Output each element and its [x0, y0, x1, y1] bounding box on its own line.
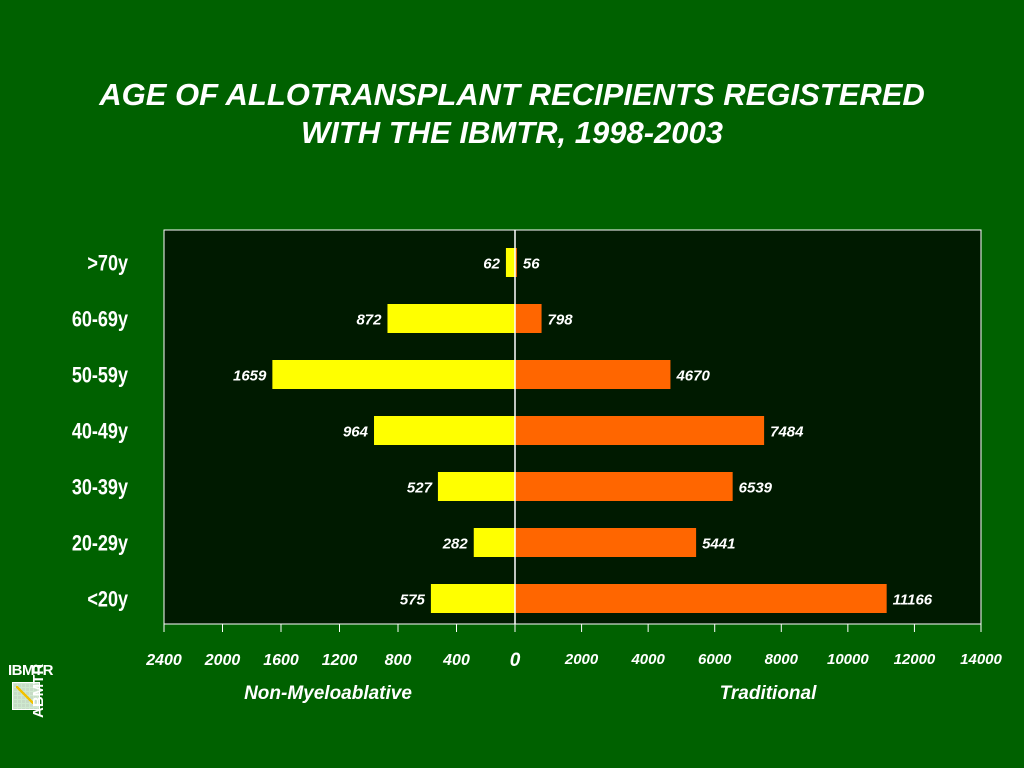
left-axis-tick-label: 400 [442, 652, 470, 669]
bar-traditional [515, 248, 517, 277]
chart-title-line-1: AGE OF ALLOTRANSPLANT RECIPIENTS REGISTE… [99, 77, 925, 112]
bar-label-non-myeloablative: 62 [483, 256, 500, 273]
bar-label-non-myeloablative: 527 [407, 480, 433, 497]
bar-label-non-myeloablative: 282 [442, 536, 469, 553]
bar-traditional [515, 304, 542, 333]
bar-traditional [515, 472, 733, 501]
right-axis-tick-label: 4000 [630, 651, 665, 668]
category-label: 40-49y [72, 420, 129, 444]
bar-non-myeloablative [473, 528, 515, 557]
bar-traditional [515, 416, 765, 445]
bar-non-myeloablative [430, 584, 515, 613]
category-label: 20-29y [72, 532, 129, 556]
bar-label-traditional: 7484 [770, 424, 804, 441]
bar-non-myeloablative [505, 248, 515, 277]
bar-label-traditional: 6539 [739, 480, 773, 497]
left-axis-tick-label: 800 [385, 652, 412, 669]
bar-label-non-myeloablative: 964 [343, 424, 369, 441]
logo-diagonal-icon [16, 686, 34, 704]
left-axis-tick-label: 2400 [145, 652, 182, 669]
category-label: 60-69y [72, 308, 129, 332]
center-axis-tick-label: 0 [510, 650, 521, 671]
bar-label-traditional: 56 [523, 256, 540, 273]
bar-non-myeloablative [387, 304, 515, 333]
category-label: 50-59y [72, 364, 129, 388]
right-axis-title: Traditional [720, 683, 817, 704]
left-axis-tick-label: 1200 [322, 652, 358, 669]
right-axis-tick-label: 2000 [564, 651, 599, 668]
bar-label-traditional: 798 [548, 312, 574, 329]
chart-title: AGE OF ALLOTRANSPLANT RECIPIENTS REGISTE… [0, 76, 1024, 152]
left-axis-tick-label: 1600 [263, 652, 299, 669]
bar-non-myeloablative [272, 360, 515, 389]
bar-label-traditional: 5441 [702, 536, 735, 553]
bar-label-non-myeloablative: 872 [356, 312, 382, 329]
category-label: 30-39y [72, 476, 129, 500]
right-axis-tick-label: 10000 [827, 651, 869, 668]
ibmtr-logo: IBMTR ABMTR [8, 662, 70, 720]
bar-label-non-myeloablative: 1659 [233, 368, 267, 385]
left-axis-title: Non-Myeloablative [244, 683, 412, 704]
logo-top-text: IBMTR [8, 662, 54, 679]
bar-traditional [515, 360, 671, 389]
right-axis-tick-label: 6000 [698, 651, 732, 668]
logo-side-text: ABMTR [30, 663, 47, 718]
bar-label-non-myeloablative: 575 [400, 592, 426, 609]
chart-title-line-2: WITH THE IBMTR, 1998-2003 [300, 115, 724, 150]
category-label: <20y [87, 588, 128, 612]
category-label: >70y [87, 252, 128, 276]
bar-traditional [515, 584, 887, 613]
right-axis-tick-label: 14000 [960, 651, 1002, 668]
bar-label-traditional: 4670 [675, 368, 710, 385]
right-axis-tick-label: 12000 [894, 651, 936, 668]
left-axis-tick-label: 2000 [204, 652, 241, 669]
bar-non-myeloablative [374, 416, 515, 445]
bar-traditional [515, 528, 697, 557]
right-axis-tick-label: 8000 [765, 651, 799, 668]
bar-non-myeloablative [437, 472, 515, 501]
bar-label-traditional: 11166 [893, 592, 933, 609]
